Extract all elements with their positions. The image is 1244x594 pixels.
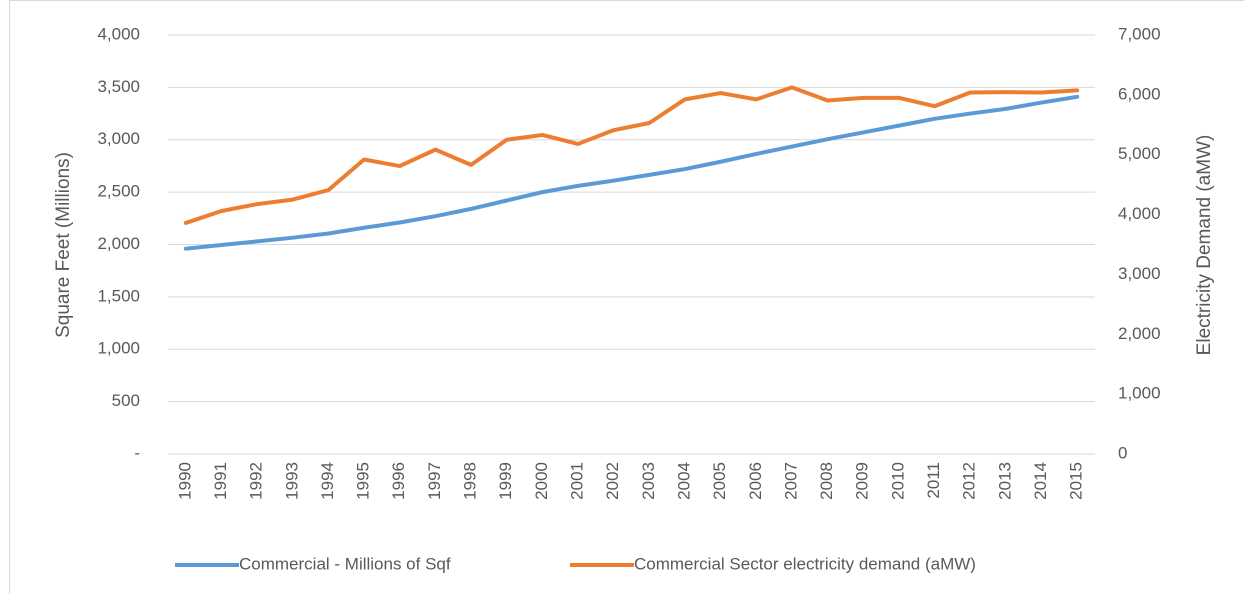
x-tick-label: 2015 <box>1067 462 1086 500</box>
x-tick-label: 2000 <box>532 462 551 500</box>
y2-tick-label: 0 <box>1118 443 1127 462</box>
y-tick-label: 2,500 <box>97 182 140 201</box>
y2-tick-label: 5,000 <box>1118 144 1161 163</box>
x-tick-label: 2005 <box>710 462 729 500</box>
x-tick-label: 2004 <box>674 462 693 500</box>
y2-tick-label: 2,000 <box>1118 324 1161 343</box>
x-tick-label: 2013 <box>995 462 1014 500</box>
x-tick-label: 1998 <box>461 462 480 500</box>
y2-tick-label: 1,000 <box>1118 384 1161 403</box>
x-tick-label: 2010 <box>888 462 907 500</box>
x-tick-label: 2001 <box>568 462 587 500</box>
legend-label: Commercial Sector electricity demand (aM… <box>634 554 976 573</box>
y-tick-label: 4,000 <box>97 24 140 43</box>
x-tick-label: 1992 <box>247 462 266 500</box>
y2-tick-label: 7,000 <box>1118 24 1161 43</box>
x-tick-label: 2002 <box>603 462 622 500</box>
y-tick-label: 3,000 <box>97 129 140 148</box>
chart-border <box>9 0 1244 594</box>
y-tick-label: 1,000 <box>97 339 140 358</box>
x-tick-label: 1994 <box>318 462 337 500</box>
y2-tick-label: 4,000 <box>1118 204 1161 223</box>
x-tick-label: 1997 <box>425 462 444 500</box>
y-tick-label: 1,500 <box>97 286 140 305</box>
x-tick-label: 1993 <box>282 462 301 500</box>
y2-tick-label: 6,000 <box>1118 84 1161 103</box>
legend-label: Commercial - Millions of Sqf <box>239 554 451 573</box>
y2-axis-title: Electricity Demand (aMW) <box>1194 135 1215 356</box>
x-tick-label: 1995 <box>354 462 373 500</box>
x-tick-label: 1990 <box>175 462 194 500</box>
line-series <box>183 85 1080 225</box>
x-tick-label: 2006 <box>746 462 765 500</box>
line-series <box>183 94 1080 251</box>
y-tick-label: 500 <box>112 391 140 410</box>
x-tick-label: 2003 <box>639 462 658 500</box>
x-tick-label: 2011 <box>924 462 943 499</box>
x-tick-label: 2007 <box>781 462 800 500</box>
x-tick-label: 2008 <box>817 462 836 500</box>
x-tick-label: 1999 <box>496 462 515 500</box>
y2-tick-label: 3,000 <box>1118 264 1161 283</box>
x-tick-label: 2014 <box>1031 462 1050 500</box>
y-tick-label: 2,000 <box>97 234 140 253</box>
x-tick-label: 2012 <box>960 462 979 500</box>
x-tick-label: 1996 <box>389 462 408 500</box>
y-tick-label: - <box>134 443 140 462</box>
y-axis-title: Square Feet (Millions) <box>53 152 74 338</box>
x-tick-label: 1991 <box>211 462 230 500</box>
x-tick-label: 2009 <box>853 462 872 500</box>
y-tick-label: 3,500 <box>97 77 140 96</box>
